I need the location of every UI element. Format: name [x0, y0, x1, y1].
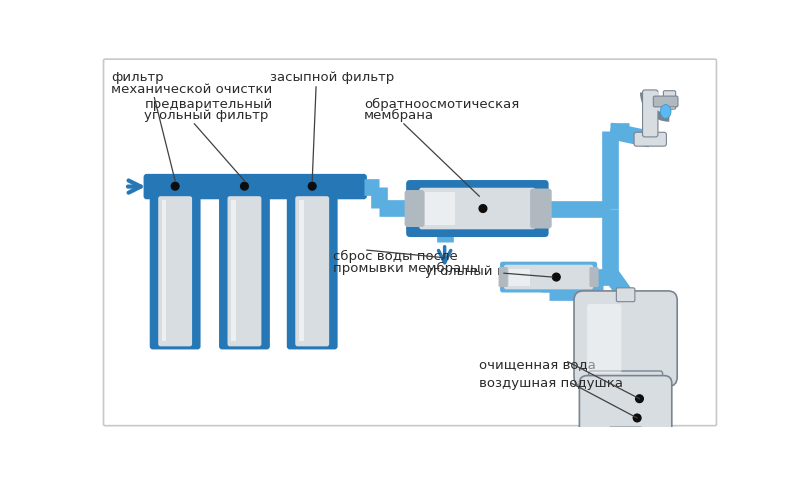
Text: мембрана: мембрана: [364, 109, 434, 122]
FancyBboxPatch shape: [579, 376, 672, 441]
FancyBboxPatch shape: [663, 91, 676, 109]
Circle shape: [553, 273, 560, 281]
FancyBboxPatch shape: [574, 291, 677, 386]
FancyBboxPatch shape: [424, 192, 455, 225]
FancyBboxPatch shape: [616, 288, 635, 302]
FancyBboxPatch shape: [504, 265, 594, 289]
Circle shape: [308, 182, 316, 190]
FancyBboxPatch shape: [500, 262, 597, 292]
Circle shape: [636, 395, 643, 403]
Circle shape: [241, 182, 248, 190]
Text: промывки мембраны: промывки мембраны: [333, 262, 481, 275]
FancyBboxPatch shape: [405, 190, 425, 227]
Text: угольный постфильтр: угольный постфильтр: [426, 265, 582, 278]
Ellipse shape: [660, 105, 671, 119]
FancyBboxPatch shape: [642, 90, 658, 137]
FancyBboxPatch shape: [227, 196, 262, 347]
Text: угольный фильтр: угольный фильтр: [144, 109, 269, 122]
Circle shape: [171, 182, 179, 190]
Text: обратноосмотическая: обратноосмотическая: [364, 97, 519, 111]
FancyBboxPatch shape: [219, 193, 270, 349]
FancyBboxPatch shape: [299, 200, 303, 341]
FancyBboxPatch shape: [589, 371, 662, 388]
FancyBboxPatch shape: [509, 269, 530, 286]
FancyBboxPatch shape: [498, 267, 508, 287]
FancyBboxPatch shape: [609, 427, 642, 445]
Text: засыпной фильтр: засыпной фильтр: [270, 72, 394, 84]
FancyBboxPatch shape: [530, 189, 552, 228]
Text: очищенная вода: очищенная вода: [479, 358, 596, 371]
FancyBboxPatch shape: [419, 188, 535, 229]
Text: фильтр: фильтр: [111, 72, 164, 84]
FancyBboxPatch shape: [150, 193, 201, 349]
FancyBboxPatch shape: [654, 96, 678, 107]
Circle shape: [479, 204, 487, 212]
FancyBboxPatch shape: [406, 180, 549, 237]
Text: сброс воды после: сброс воды после: [333, 250, 458, 263]
FancyBboxPatch shape: [158, 196, 192, 347]
FancyBboxPatch shape: [287, 193, 338, 349]
FancyBboxPatch shape: [103, 59, 717, 426]
FancyBboxPatch shape: [587, 304, 622, 373]
Text: механической очистки: механической очистки: [111, 83, 273, 96]
FancyBboxPatch shape: [634, 132, 666, 146]
FancyBboxPatch shape: [231, 200, 236, 341]
Text: воздушная подушка: воздушная подушка: [479, 377, 623, 390]
FancyBboxPatch shape: [143, 174, 367, 199]
FancyBboxPatch shape: [590, 267, 598, 287]
Text: предварительный: предварительный: [144, 97, 273, 110]
FancyBboxPatch shape: [162, 200, 166, 341]
Circle shape: [634, 414, 641, 422]
FancyBboxPatch shape: [295, 196, 329, 347]
